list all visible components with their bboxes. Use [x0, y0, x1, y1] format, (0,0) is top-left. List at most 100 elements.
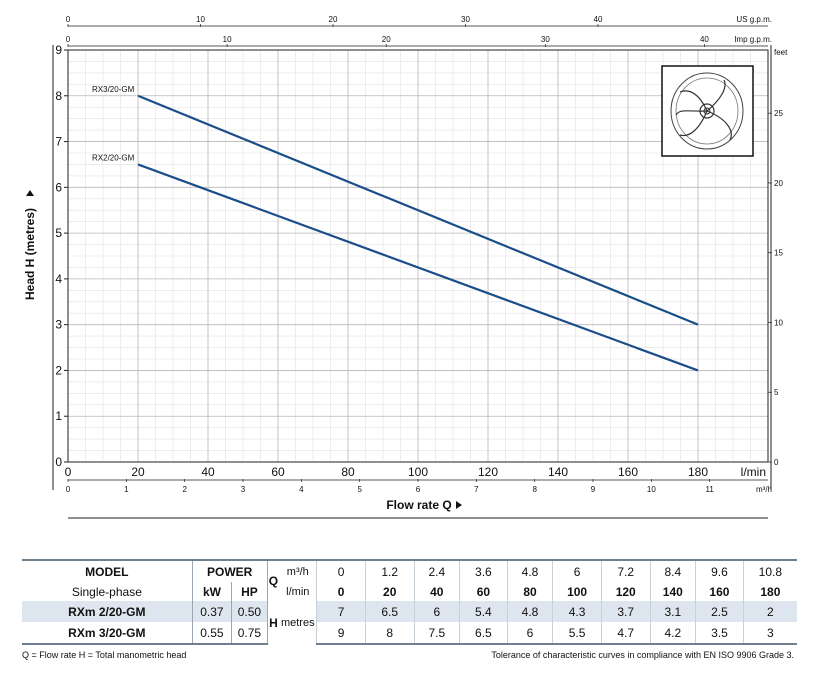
x-axis-title: Flow rate Q	[386, 498, 451, 512]
secondary-x-tick-label: 30	[461, 15, 470, 24]
head-cell: 4.2	[649, 622, 696, 645]
hp-value: 0.75	[231, 622, 268, 645]
secondary-x-tick-label: 1	[124, 485, 129, 494]
head-cell: 8	[364, 622, 415, 645]
q-m3h-cell: 9.6	[695, 559, 744, 582]
q-m3h-cell: 7.2	[600, 559, 651, 582]
q-lmin-cell: 0	[316, 582, 366, 601]
series-lines: RX3/20-GM RX2/20-GM	[92, 85, 699, 372]
q-m3h-cell: 10.8	[742, 559, 797, 582]
y-axis-title: Head H (metres)	[23, 208, 37, 300]
secondary-x-unit-label: Imp g.p.m.	[734, 35, 772, 44]
secondary-x-tick-label: 30	[541, 35, 550, 44]
y-tick-label: 1	[55, 409, 62, 423]
secondary-x-tick-label: 4	[299, 485, 304, 494]
q-lmin-cell: 160	[695, 582, 744, 601]
impeller-icon	[661, 65, 754, 157]
model-name: RXm 3/20-GM	[22, 622, 193, 645]
head-cell: 9	[316, 622, 366, 645]
performance-table: MODEL POWER Q m³/h 0 1.2 2.4 3.6 4.8 6 7…	[22, 559, 797, 645]
head-cell: 4.3	[552, 601, 602, 622]
x-tick-label: 0	[65, 465, 72, 479]
secondary-x-tick-label: 0	[66, 485, 71, 494]
q-m3h-cell: 3.6	[459, 559, 508, 582]
q-unit-m3h: m³/h	[279, 559, 317, 582]
secondary-x-tick-label: 0	[66, 35, 71, 44]
x-tick-label: 80	[341, 465, 355, 479]
x-tick-label: 180	[688, 465, 708, 479]
model-header: MODEL	[22, 559, 193, 582]
q-m3h-cell: 6	[552, 559, 602, 582]
y-tick-label: 6	[55, 180, 62, 194]
plot-frame	[67, 49, 769, 463]
head-cell: 3.7	[600, 601, 651, 622]
hp-header: HP	[231, 582, 268, 601]
y-tick-label: 8	[55, 89, 62, 103]
q-symbol: Q	[268, 574, 279, 588]
head-cell: 3.5	[695, 622, 744, 645]
x-unit-label: l/min	[741, 465, 766, 479]
head-cell: 4.7	[600, 622, 651, 645]
y-tick-label: 7	[55, 135, 62, 149]
head-cell: 7.5	[413, 622, 460, 645]
q-m3h-cell: 8.4	[649, 559, 696, 582]
q-lmin-cell: 180	[742, 582, 797, 601]
head-cell: 5.4	[459, 601, 508, 622]
secondary-x-tick-label: 3	[241, 485, 246, 494]
y-tick-label: 5	[55, 226, 62, 240]
secondary-x-tick-label: 20	[382, 35, 391, 44]
hp-value: 0.50	[231, 601, 268, 622]
secondary-y-tick-label: 15	[774, 249, 783, 258]
table-row: RXm 3/20-GM 0.55 0.75 9 8 7.5 6.5 6 5.5 …	[22, 622, 797, 645]
q-unit-lmin: l/min	[286, 585, 310, 598]
x-tick-label: 60	[271, 465, 285, 479]
x-tick-label: 100	[408, 465, 428, 479]
q-m3h-cell: 2.4	[413, 559, 460, 582]
secondary-x-tick-label: 11	[706, 485, 715, 494]
secondary-x-unit-label: US g.p.m.	[736, 15, 772, 24]
kw-header: kW	[191, 582, 232, 601]
phase-label: Single-phase	[71, 584, 142, 599]
kw-value: 0.37	[191, 601, 232, 622]
head-cell: 3.1	[649, 601, 696, 622]
secondary-x-tick-label: 0	[66, 15, 71, 24]
secondary-x-unit-label: m³/h	[756, 485, 772, 494]
h-unit: metres	[279, 601, 317, 644]
secondary-x-tick-label: 40	[700, 35, 709, 44]
y-tick-label: 3	[55, 318, 62, 332]
secondary-y-tick-label: 10	[774, 318, 783, 327]
y-tick-label: 2	[55, 363, 62, 377]
axes	[52, 24, 772, 519]
x-tick-label: 120	[478, 465, 498, 479]
secondary-y-tick-label: 0	[774, 458, 779, 467]
x-tick-label: 140	[548, 465, 568, 479]
q-lmin-cell: 120	[600, 582, 651, 601]
series-line	[137, 163, 699, 372]
q-m3h-cell: 1.2	[364, 559, 415, 582]
secondary-y-tick-label: 5	[774, 388, 779, 397]
head-cell: 6	[506, 622, 553, 645]
x-tick-label: 160	[618, 465, 638, 479]
table-row: MODEL POWER Q m³/h 0 1.2 2.4 3.6 4.8 6 7…	[22, 559, 797, 601]
footer-tolerance: Tolerance of characteristic curves in co…	[491, 650, 794, 660]
secondary-x-tick-label: 9	[591, 485, 596, 494]
series-line	[137, 94, 699, 326]
table-row: Single-phase kW HP l/min 0 20 40 60 80 1…	[22, 582, 797, 601]
secondary-x-tick-label: 10	[196, 15, 205, 24]
q-lmin-cell: 20	[364, 582, 415, 601]
h-symbol: H	[269, 615, 278, 630]
model-name: RXm 2/20-GM	[22, 601, 193, 622]
head-cell: 3	[742, 622, 797, 645]
x-axis-arrow-icon	[456, 501, 462, 509]
y-tick-label: 4	[55, 272, 62, 286]
secondary-x-tick-label: 10	[223, 35, 232, 44]
q-m3h-cell: 0	[316, 559, 366, 582]
head-cell: 6.5	[459, 622, 508, 645]
secondary-x-tick-label: 8	[532, 485, 537, 494]
secondary-x-tick-label: 20	[329, 15, 338, 24]
kw-value: 0.55	[191, 622, 232, 645]
q-m3h-cell: 4.8	[506, 559, 553, 582]
head-cell: 5.5	[552, 622, 602, 645]
